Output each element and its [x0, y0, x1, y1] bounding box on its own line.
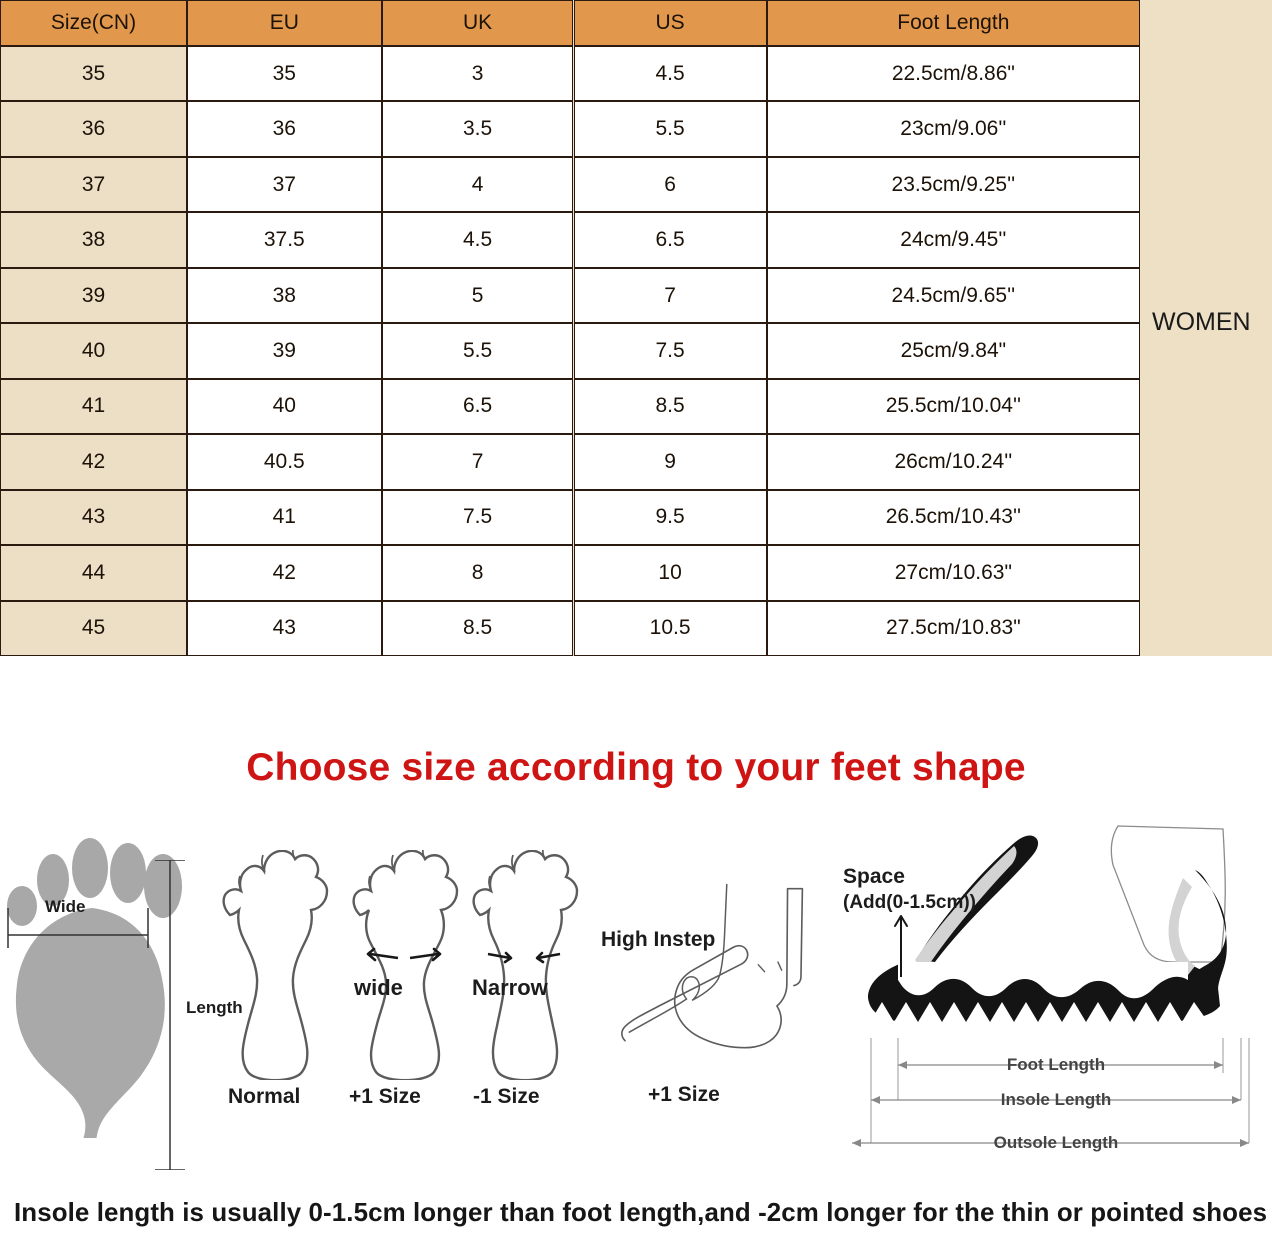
svg-text:Outsole Length: Outsole Length	[994, 1133, 1119, 1152]
svg-text:Insole Length: Insole Length	[1001, 1090, 1112, 1109]
svg-text:Foot Length: Foot Length	[1007, 1055, 1105, 1074]
